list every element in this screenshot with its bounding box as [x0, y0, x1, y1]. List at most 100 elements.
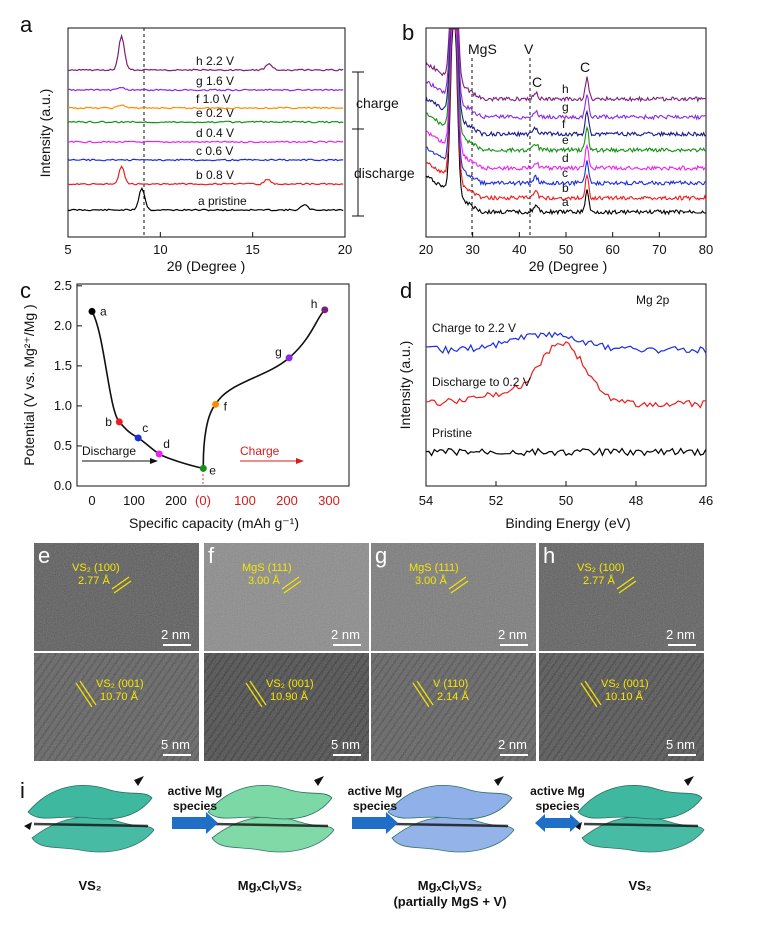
trace-e — [67, 120, 344, 124]
svg-text:active Mg: active Mg — [530, 784, 585, 798]
tem-label-top-g: MgS (111) — [409, 562, 459, 574]
xrd-label-f: f — [562, 117, 566, 131]
xtick-b-50: 50 — [559, 242, 573, 257]
tem-letter-e: e — [38, 543, 50, 568]
svg-text:species: species — [353, 799, 397, 813]
xtick-d-52: 52 — [489, 493, 503, 508]
tem-scale-bottom-f: 5 nm — [331, 737, 360, 752]
annotation-c1: C — [532, 74, 542, 90]
trace-c — [67, 158, 344, 162]
xrd-label-b: b — [562, 181, 569, 195]
annotation-c2: C — [580, 59, 590, 75]
panel-c-letter: c — [20, 278, 31, 303]
xps-trace-1 — [425, 341, 706, 409]
sheet-0 — [24, 776, 155, 853]
xtick-c-c-100: 100 — [234, 493, 256, 508]
panel-a-traces: a pristine b 0.8 V c 0.6 V d 0.4 V e 0.2 Vf … — [67, 33, 344, 212]
xtick-c-c-(0): (0) — [195, 493, 211, 508]
xrd-trace-c — [425, 28, 707, 187]
panel-d-ylabel: Intensity (a.u.) — [397, 341, 413, 430]
xtick-b-20: 20 — [419, 242, 433, 257]
xtick-b-70: 70 — [652, 242, 666, 257]
trace-label-a: a pristine — [198, 194, 247, 208]
charge-label: charge — [356, 95, 399, 111]
trace-a — [67, 187, 344, 212]
tem-label-top-e: VS₂ (100) — [72, 562, 120, 574]
xrd-trace-h — [425, 28, 707, 103]
svg-text:10.10 Å: 10.10 Å — [605, 690, 644, 703]
xtick-c-d-200: 200 — [165, 493, 187, 508]
trace-label-g: g 1.6 V — [196, 74, 234, 88]
svg-text:10.90 Å: 10.90 Å — [270, 690, 309, 703]
svg-text:active Mg: active Mg — [168, 784, 223, 798]
xtick-d-46: 46 — [699, 493, 713, 508]
tem-scale-bottom-e: 5 nm — [161, 737, 190, 752]
charge-arrow-label: Charge — [240, 444, 280, 458]
panel-a: a a pristine b 0.8 V c 0.6 V d 0.4 V e 0.2 V… — [20, 12, 415, 274]
xtick-b-80: 80 — [699, 242, 713, 257]
panel-c-ticks: 0 100 200 (0) 100 200 300 0.0 0.5 1.0 1.5 2.0 2.5 — [54, 278, 340, 508]
point-label-g: g — [275, 345, 282, 359]
panel-a-ylabel: Intensity (a.u.) — [37, 89, 53, 178]
point-label-e: e — [209, 463, 216, 477]
trace-label-d: d 0.4 V — [196, 126, 234, 140]
tem-label-bottom-h: VS₂ (001) — [601, 678, 649, 690]
xrd-trace-a — [425, 28, 707, 216]
xrd-trace-d — [425, 28, 707, 172]
xtick-c-c-200: 200 — [276, 493, 298, 508]
xrd-trace-b — [425, 28, 707, 202]
xtick-b-40: 40 — [512, 242, 526, 257]
svg-text:species: species — [535, 799, 579, 813]
tem-letter-g: g — [375, 543, 387, 568]
xrd-label-g: g — [562, 100, 569, 114]
sheet-2 — [384, 776, 515, 853]
point-b — [115, 418, 123, 426]
tem-scale-top-f: 2 nm — [331, 627, 360, 642]
xrd-trace-g — [425, 28, 707, 121]
xrd-trace-f — [425, 28, 707, 138]
ytick-c-0.5: 0.5 — [54, 438, 72, 453]
svg-text:species: species — [173, 799, 217, 813]
trace-label-h: h 2.2 V — [196, 54, 234, 68]
xrd-label-d: d — [562, 151, 569, 165]
tem-label-bottom-g: V (110) — [433, 678, 468, 690]
trace-h — [67, 33, 344, 72]
annotation-v: V — [524, 41, 534, 57]
xtick-b-30: 30 — [465, 242, 479, 257]
panel-c: c a b c d e f g h 0 100 200 (0) 100 200 300 0.0 0.5 1.0 1… — [20, 278, 350, 531]
discharge-arrow-label: Discharge — [82, 444, 136, 458]
panel-d-title: Mg 2p — [636, 293, 670, 307]
point-label-a: a — [100, 304, 107, 318]
svg-text:3.00 Å: 3.00 Å — [415, 574, 447, 587]
point-label-b: b — [105, 415, 112, 429]
stage-label-0: VS₂ — [78, 878, 101, 893]
tem-label-top-f: MgS (111) — [242, 562, 292, 574]
trace-b — [67, 165, 344, 186]
ytick-c-2.5: 2.5 — [54, 278, 72, 293]
series-charge-label: Charge to 2.2 V — [432, 321, 516, 335]
trace-g — [67, 86, 344, 92]
trace-label-f: f 1.0 V — [196, 92, 231, 106]
panel-c-ylabel: Potential (V vs. Mg²⁺/Mg ) — [21, 304, 37, 465]
svg-text:2.77 Å: 2.77 Å — [583, 574, 615, 587]
panel-d-xticks: 54 52 50 48 46 — [419, 481, 713, 508]
sheet-1 — [204, 776, 335, 853]
tem-label-bottom-f: VS₂ (001) — [266, 678, 314, 690]
series-pristine-label: Pristine — [432, 426, 472, 440]
trace-label-c: c 0.6 V — [196, 144, 233, 158]
tem-letter-f: f — [208, 543, 215, 568]
panel-a-frame — [67, 27, 346, 238]
tem-scale-bottom-g: 2 nm — [498, 737, 527, 752]
trace-f — [67, 104, 344, 110]
ytick-c-1.5: 1.5 — [54, 358, 72, 373]
tem-scale-bottom-h: 5 nm — [666, 737, 695, 752]
xrd-label-c: c — [562, 166, 568, 180]
panel-c-xlabel: Specific capacity (mAh g⁻¹) — [129, 515, 299, 531]
trace-label-e: e 0.2 V — [196, 106, 234, 120]
point-f — [212, 400, 220, 408]
point-d — [155, 450, 163, 458]
